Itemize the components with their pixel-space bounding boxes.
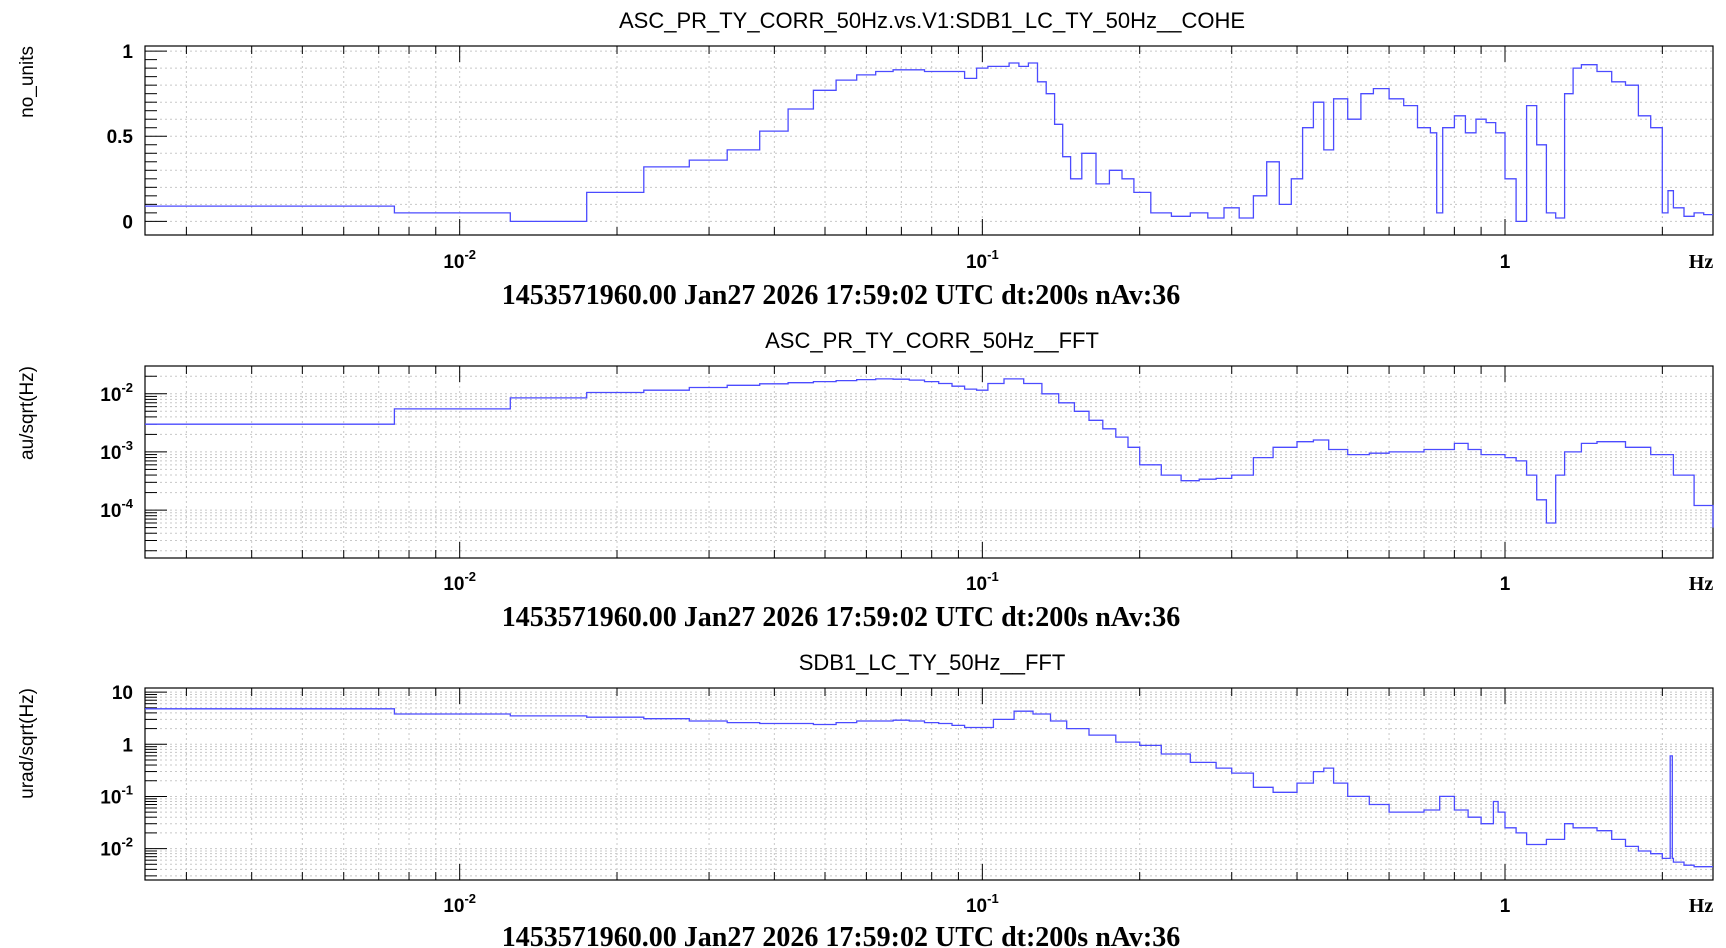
chart-title: ASC_PR_TY_CORR_50Hz.vs.V1:SDB1_LC_TY_50H… bbox=[619, 8, 1245, 33]
series-line bbox=[145, 378, 1714, 528]
y-tick-label: 1 bbox=[122, 42, 133, 63]
footer-timestamp: 1453571960.00 Jan27 2026 17:59:02 UTC dt… bbox=[502, 602, 1181, 633]
y-tick-label: 10-3 bbox=[100, 438, 133, 464]
x-tick-label: 1 bbox=[1500, 574, 1511, 595]
y-axis-label: no_units bbox=[17, 46, 38, 118]
x-ticks bbox=[185, 46, 1663, 235]
x-axis-unit-label: Hz bbox=[1689, 251, 1714, 273]
x-tick-label: 10-1 bbox=[966, 569, 999, 595]
chart-title: SDB1_LC_TY_50Hz__FFT bbox=[799, 650, 1066, 675]
y-tick-label: 0.5 bbox=[107, 127, 134, 148]
plot-frame bbox=[144, 687, 1714, 881]
y-tick-label: 1 bbox=[122, 735, 133, 756]
y-tick-label: 10 bbox=[112, 683, 133, 704]
series-line bbox=[145, 708, 1713, 868]
footer-timestamp: 1453571960.00 Jan27 2026 17:59:02 UTC dt… bbox=[502, 280, 1181, 311]
coherence-panel: ASC_PR_TY_CORR_50Hz.vs.V1:SDB1_LC_TY_50H… bbox=[17, 8, 1714, 311]
y-tick-label: 0 bbox=[122, 212, 133, 233]
grid bbox=[145, 688, 1713, 880]
y-ticks bbox=[145, 365, 167, 552]
pr-ty-fft-panel: ASC_PR_TY_CORR_50Hz__FFT au/sqrt(Hz) 10-2 1… bbox=[17, 328, 1714, 633]
grid bbox=[145, 365, 1713, 558]
x-tick-label: 10-2 bbox=[443, 247, 476, 273]
y-tick-label: 10-2 bbox=[100, 380, 133, 406]
series-line bbox=[145, 62, 1713, 223]
sdb1-ty-fft-panel: SDB1_LC_TY_50Hz__FFT urad/sqrt(Hz) 10-2 10-… bbox=[17, 650, 1714, 948]
y-tick-label: 10-1 bbox=[100, 782, 133, 808]
x-tick-label: 1 bbox=[1500, 252, 1511, 273]
y-axis-label: urad/sqrt(Hz) bbox=[17, 688, 38, 799]
y-axis-label: au/sqrt(Hz) bbox=[17, 366, 38, 460]
x-axis-unit-label: Hz bbox=[1689, 573, 1714, 595]
y-tick-label: 10-2 bbox=[100, 835, 133, 861]
x-axis-unit-label: Hz bbox=[1689, 895, 1714, 917]
x-tick-label: 1 bbox=[1500, 896, 1511, 917]
x-tick-label: 10-2 bbox=[443, 891, 476, 917]
x-ticks bbox=[185, 688, 1663, 880]
plot-frame bbox=[144, 365, 1714, 559]
chart-title: ASC_PR_TY_CORR_50Hz__FFT bbox=[765, 328, 1099, 353]
x-ticks bbox=[185, 366, 1663, 558]
x-tick-label: 10-1 bbox=[966, 247, 999, 273]
y-tick-label: 10-4 bbox=[100, 496, 133, 522]
plot-frame bbox=[144, 45, 1714, 236]
y-ticks bbox=[145, 691, 167, 877]
x-tick-label: 10-2 bbox=[443, 569, 476, 595]
grid bbox=[145, 46, 1713, 235]
x-tick-label: 10-1 bbox=[966, 891, 999, 917]
y-ticks bbox=[145, 50, 167, 222]
footer-timestamp: 1453571960.00 Jan27 2026 17:59:02 UTC dt… bbox=[502, 922, 1181, 948]
